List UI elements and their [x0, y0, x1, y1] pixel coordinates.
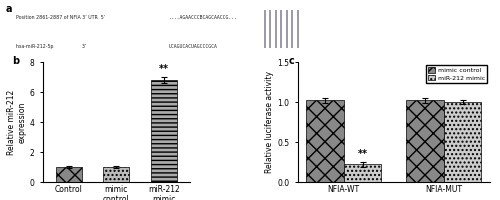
Legend: mimic control, miR-212 mimic: mimic control, miR-212 mimic — [426, 65, 487, 83]
Bar — [306, 100, 344, 182]
Text: ....AGAACCCBCAGCAACCG...: ....AGAACCCBCAGCAACCG... — [168, 15, 237, 20]
Y-axis label: Relative miR-212
expression: Relative miR-212 expression — [7, 89, 26, 155]
Text: hsa-miR-212-5p                   3’: hsa-miR-212-5p 3’ — [16, 44, 86, 49]
Bar — [56, 167, 82, 182]
Text: **: ** — [159, 64, 169, 74]
Text: b: b — [12, 56, 20, 66]
Bar — [150, 80, 177, 182]
Bar — [444, 102, 481, 182]
Bar — [344, 164, 382, 182]
Text: UCAGUCACUAGCCCGCA: UCAGUCACUAGCCCGCA — [168, 44, 218, 49]
Y-axis label: Relative luciferase activity: Relative luciferase activity — [266, 71, 274, 173]
Text: c: c — [289, 56, 295, 66]
Text: Position 2861-2887 of NFIA 3’ UTR  5’: Position 2861-2887 of NFIA 3’ UTR 5’ — [16, 15, 105, 20]
Text: **: ** — [358, 149, 368, 159]
Text: a: a — [6, 4, 12, 14]
Bar — [103, 167, 130, 182]
Bar — [406, 100, 444, 182]
